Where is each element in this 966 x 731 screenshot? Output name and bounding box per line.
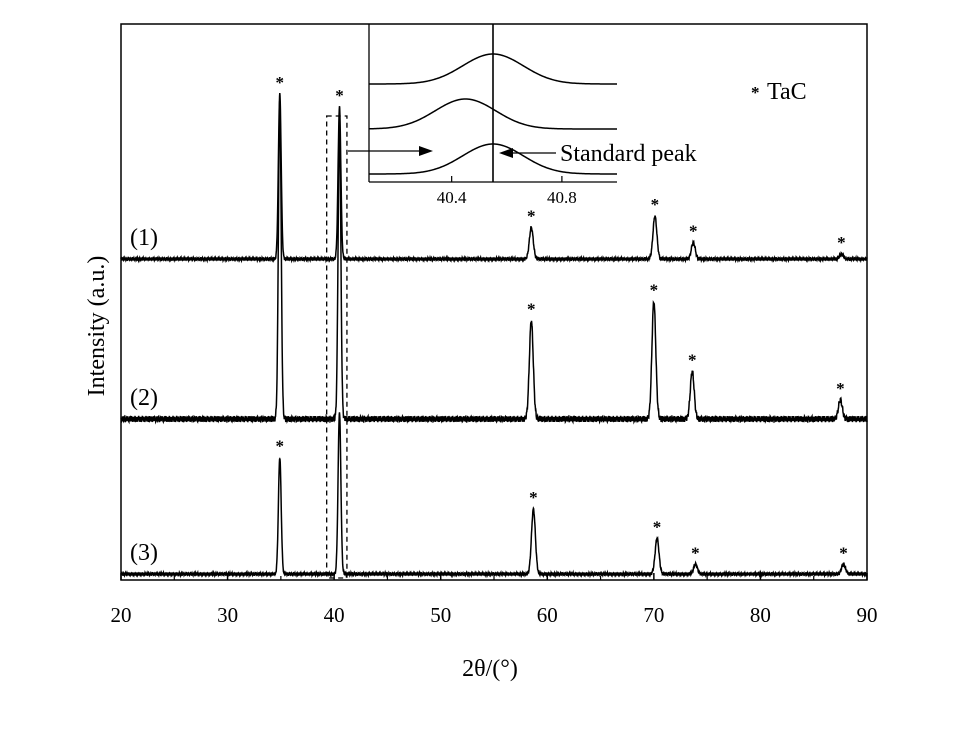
x-tick-label: 70	[643, 603, 664, 627]
peak-star-marker: *	[688, 350, 697, 369]
peak-star-marker: *	[527, 207, 536, 226]
standard-peak-annotation: Standard peak	[499, 141, 697, 167]
series-label: (3)	[130, 540, 158, 566]
x-axis-label: 2θ/(°)	[462, 656, 518, 682]
peak-markers: * * * * * * * * * * * * * * *	[276, 73, 848, 562]
legend-marker: *	[751, 83, 760, 102]
legend: * TaC	[751, 79, 807, 105]
y-axis-label: Intensity (a.u.)	[84, 256, 110, 397]
standard-peak-label: Standard peak	[560, 141, 697, 167]
highlight-box	[326, 115, 348, 579]
x-tick-label: 40	[324, 603, 345, 627]
series-label: (1)	[130, 225, 158, 251]
series-label: (2)	[130, 385, 158, 411]
peak-star-marker: *	[527, 299, 536, 318]
xrd-series-line	[120, 412, 868, 579]
inset-ticks: 40.4 40.8	[437, 176, 577, 207]
peak-star-marker: *	[839, 543, 848, 562]
x-tick-label: 60	[537, 603, 558, 627]
peak-star-marker: *	[650, 280, 659, 299]
peak-star-marker: *	[335, 86, 344, 105]
peak-star-marker: *	[689, 222, 698, 241]
inset-tick-label: 40.8	[547, 188, 577, 207]
legend-label: TaC	[767, 79, 807, 105]
peak-star-marker: *	[276, 436, 285, 455]
x-tick-label: 90	[857, 603, 878, 627]
x-axis-ticks: 20 30 40 50 60 70 80 90	[111, 573, 878, 627]
xrd-series-line	[120, 92, 868, 264]
xrd-series-line	[120, 100, 868, 425]
peak-star-marker: *	[653, 517, 662, 536]
plot-frame	[120, 23, 868, 581]
inset-tick-label: 40.4	[437, 188, 467, 207]
zoom-arrow	[348, 146, 433, 156]
peak-star-marker: *	[836, 379, 845, 398]
inset-plot: 40.4 40.8	[368, 24, 617, 207]
x-tick-label: 30	[217, 603, 238, 627]
x-tick-label: 80	[750, 603, 771, 627]
peak-star-marker: *	[529, 488, 538, 507]
peak-star-marker: *	[691, 543, 700, 562]
peak-star-marker: *	[837, 233, 846, 252]
xrd-curves	[120, 92, 868, 579]
x-tick-label: 20	[111, 603, 132, 627]
curve-labels: (1) (2) (3)	[130, 225, 158, 566]
x-tick-label: 50	[430, 603, 451, 627]
peak-star-marker: *	[651, 195, 660, 214]
peak-star-marker: *	[276, 73, 285, 92]
